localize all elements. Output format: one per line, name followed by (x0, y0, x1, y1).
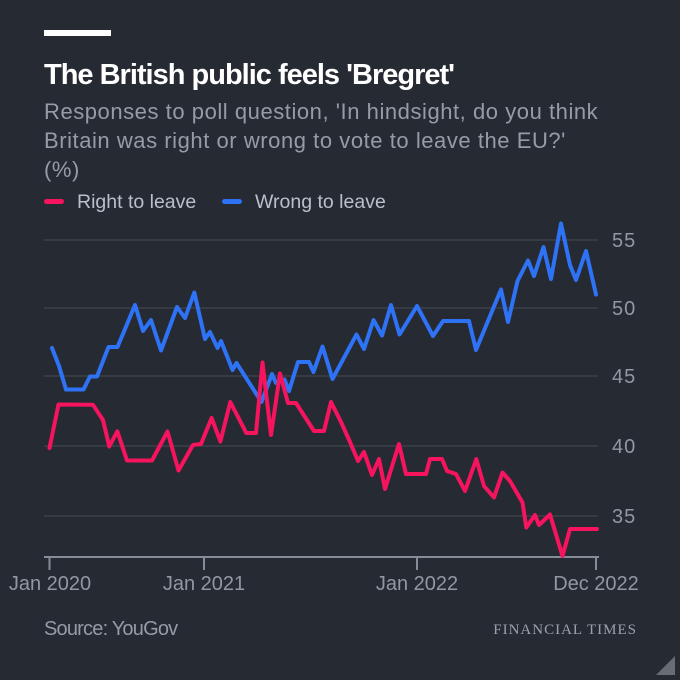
svg-text:Jan 2021: Jan 2021 (163, 573, 245, 595)
svg-text:55: 55 (612, 230, 636, 252)
svg-text:Jan 2020: Jan 2020 (9, 573, 91, 595)
svg-text:40: 40 (612, 436, 636, 458)
svg-text:50: 50 (612, 298, 636, 320)
svg-text:45: 45 (612, 366, 636, 388)
svg-text:Jan 2022: Jan 2022 (376, 573, 458, 595)
svg-text:35: 35 (612, 506, 636, 528)
svg-text:Dec 2022: Dec 2022 (553, 573, 639, 595)
